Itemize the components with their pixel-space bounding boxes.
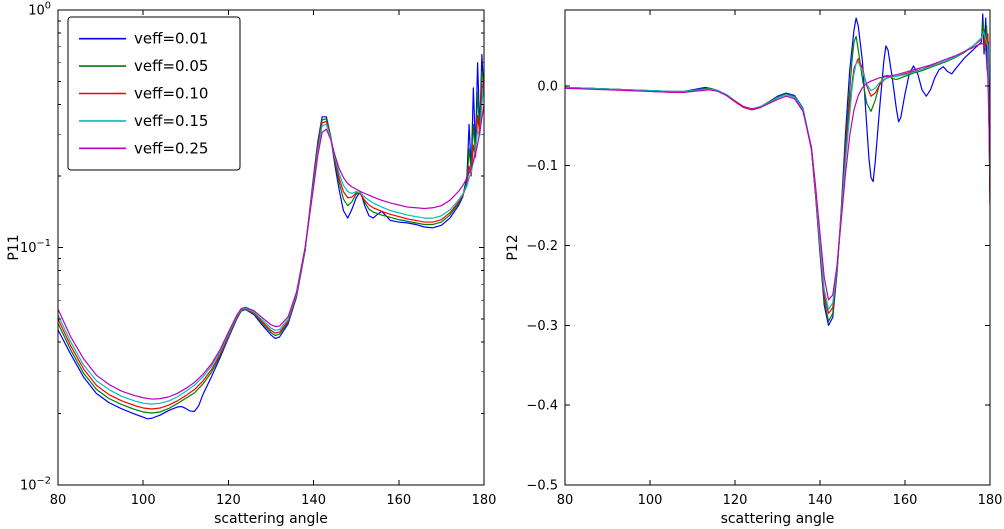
y-ticks	[565, 85, 990, 486]
x-tick-label: 140	[301, 493, 326, 508]
series-line-veff-0-15	[58, 82, 484, 405]
series-group	[58, 53, 484, 420]
legend: veff=0.01 veff=0.05 veff=0.10 veff=0.15 veff…	[67, 16, 241, 171]
series-group	[565, 13, 990, 326]
y-tick-label: 0.0	[537, 79, 558, 94]
series-line-veff-0-10	[58, 76, 484, 410]
subplot-p11: 80 100 120 140 160 180 100 10−1 10−2 scattering a…	[6, 1, 496, 528]
legend-box	[67, 16, 241, 171]
x-tick-label: 140	[808, 493, 833, 508]
y-tick-label: 10−2	[20, 476, 51, 494]
series-line-veff-0-15	[565, 30, 990, 310]
y-tick-label: −0.1	[526, 159, 558, 174]
subplot-p12: 80 100 120 140 160 180 0.0 −0.1 −0.2 −0.3 −0.4 −0.5…	[505, 9, 1003, 527]
y-tick-label: 100	[28, 1, 51, 19]
legend-label: veff=0.15	[134, 112, 208, 130]
x-ticks	[57, 10, 485, 485]
axes-frame	[564, 9, 991, 486]
y-tick-label: −0.2	[526, 239, 558, 254]
x-tick-label: 160	[386, 493, 411, 508]
x-tick-label: 100	[638, 493, 663, 508]
series-line-veff-0-01	[565, 13, 990, 326]
x-tick-label: 180	[472, 493, 497, 508]
x-tick-label: 120	[723, 493, 748, 508]
legend-label: veff=0.01	[134, 30, 208, 48]
y-tick-label: 10−1	[20, 238, 51, 256]
y-axis-label: P12	[505, 234, 521, 260]
series-line-veff-0-05	[58, 71, 484, 414]
legend-label: veff=0.10	[134, 85, 208, 103]
y-tick-label: −0.3	[526, 319, 558, 334]
x-axis-label: scattering angle	[721, 511, 835, 527]
series-line-veff-0-10	[565, 29, 990, 314]
series-line-veff-0-25	[58, 103, 484, 400]
y-tick-label: −0.4	[526, 399, 558, 414]
y-minor-ticks	[58, 20, 484, 414]
x-tick-label: 120	[216, 493, 241, 508]
x-axis-label: scattering angle	[214, 511, 328, 527]
x-ticks	[564, 10, 991, 485]
y-axis-label: P11	[6, 234, 22, 260]
x-tick-label: 100	[131, 493, 156, 508]
x-tick-label: 80	[557, 493, 574, 508]
series-line-veff-0-25	[565, 42, 990, 301]
legend-label: veff=0.25	[134, 139, 208, 157]
legend-label: veff=0.05	[134, 57, 208, 75]
x-tick-label: 180	[978, 493, 1003, 508]
y-ticks	[58, 9, 484, 486]
y-tick-label: −0.5	[526, 479, 558, 494]
x-tick-label: 160	[893, 493, 918, 508]
x-tick-label: 80	[50, 493, 67, 508]
